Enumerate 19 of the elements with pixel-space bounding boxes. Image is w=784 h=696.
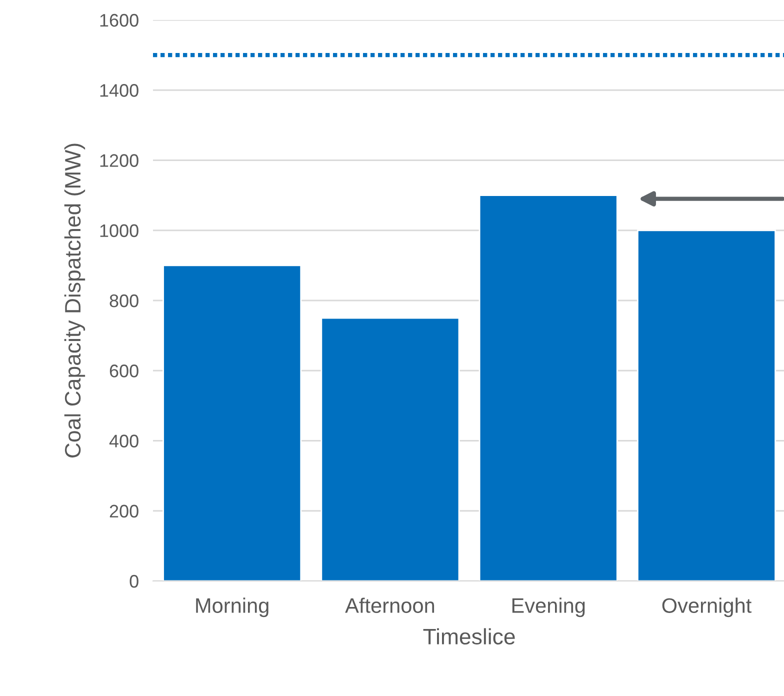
y-axis-title: Coal Capacity Dispatched (MW) [64, 144, 86, 458]
y-tick-label: 1000 [100, 224, 138, 238]
bar [320, 317, 460, 581]
x-tick-label: Evening [512, 598, 585, 618]
y-tick-label: 800 [110, 294, 138, 308]
x-tick-label: Afternoon [345, 598, 434, 613]
bar [637, 230, 776, 581]
x-tick-label: Morning [196, 598, 268, 618]
y-tick-label: 1400 [100, 84, 138, 97]
bar [162, 264, 302, 581]
y-tick-label: 0 [130, 574, 138, 588]
bar [478, 194, 618, 581]
x-axis-title: Timeslice [423, 628, 515, 645]
y-tick-label: 1200 [100, 154, 138, 167]
y-tick-label: 1600 [100, 14, 138, 27]
y-tick-label: 200 [110, 504, 138, 518]
x-tick-label: Overnight [662, 598, 752, 618]
y-tick-label: 600 [110, 364, 138, 378]
y-tick-label: 400 [109, 434, 138, 448]
